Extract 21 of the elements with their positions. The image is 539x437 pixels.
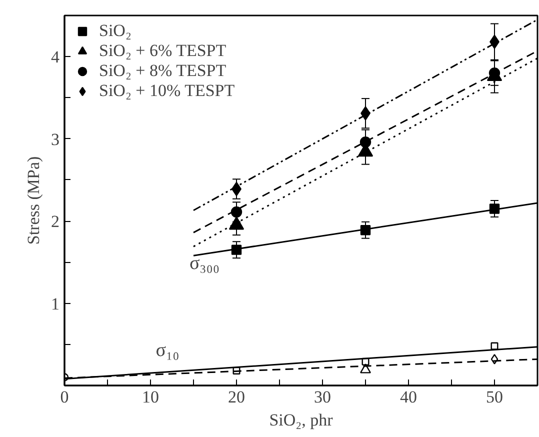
legend-label: SiO₂ + 8% TESPT — [99, 61, 226, 81]
x-tick-label: 10 — [142, 388, 159, 406]
point — [360, 364, 371, 374]
y-tick-label: 3 — [51, 130, 60, 149]
y-tick-label: 2 — [51, 212, 60, 232]
x-tick-label: 0 — [60, 388, 69, 406]
y-tick-label: 1 — [51, 294, 60, 314]
x-tick-label: 50 — [486, 388, 503, 406]
point — [360, 136, 372, 148]
annotation: σ₁₀ — [156, 340, 180, 361]
point — [230, 206, 242, 218]
y-axis-title: Stress (MPa) — [24, 156, 43, 245]
x-axis-title: SiO₂, phr — [269, 410, 334, 430]
x-tick-label: 20 — [228, 388, 245, 406]
annotation: σ₃₀₀ — [189, 253, 220, 274]
y-tick-label: 4 — [51, 48, 60, 67]
x-tick-label: 30 — [314, 388, 331, 406]
legend-label: SiO₂ + 6% TESPT — [99, 41, 226, 61]
x-tick-label: 40 — [400, 388, 417, 406]
legend-label: SiO₂ — [99, 21, 132, 41]
legend-label: SiO₂ + 10% TESPT — [99, 81, 235, 101]
